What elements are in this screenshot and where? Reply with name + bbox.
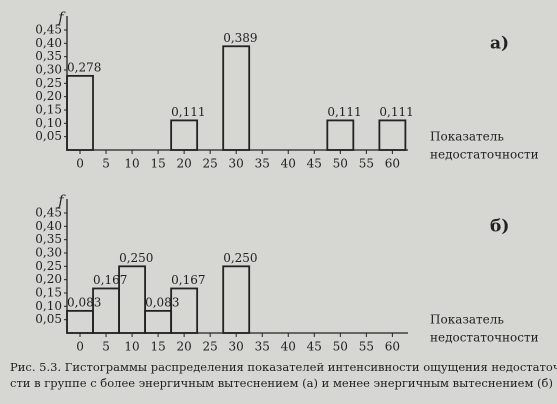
value-label: 0,111 [171,105,205,119]
y-tick-label: 0,05 [35,312,62,326]
x-tick-label: 60 [385,340,400,354]
bar [326,119,355,151]
y-tick-label: 0,25 [35,76,62,90]
x-tick-label: 45 [307,340,322,354]
bar [170,119,199,151]
x-tick-label: 30 [229,157,244,171]
y-tick-label: 0,35 [35,232,62,246]
value-label: 0,389 [223,31,257,45]
y-tick-label: 0,40 [35,36,62,50]
bar [66,74,94,151]
x-tick-label: 0 [76,340,84,354]
x-axis-label: недостаточности [430,331,539,345]
x-tick-label: 45 [307,157,322,171]
value-label: 0,167 [171,273,205,287]
bar [222,265,251,334]
x-tick-label: 30 [229,340,244,354]
x-axis-label: Показатель [430,313,504,327]
value-label: 0,083 [67,295,101,309]
x-tick-label: 15 [150,340,165,354]
panel-label: б) [490,217,509,237]
caption-line: сти в группе с более энергичным вытеснен… [10,376,553,390]
x-axis-label: недостаточности [430,148,539,162]
y-tick-label: 0,15 [35,103,62,117]
y-tick-label: 0,45 [35,23,62,37]
y-tick-label: 0,10 [35,299,62,313]
x-tick-label: 10 [124,340,139,354]
bar [170,287,199,334]
bar [222,45,251,151]
x-tick-label: 55 [359,340,374,354]
y-tick-label: 0,25 [35,259,62,273]
value-label: 0,083 [145,295,179,309]
y-tick-label: 0,30 [35,63,62,77]
value-label: 0,250 [223,251,257,265]
y-axis-label: f [57,10,66,26]
bar [378,119,407,151]
y-tick-label: 0,20 [35,89,62,103]
bar [66,309,94,334]
value-label: 0,111 [327,105,361,119]
caption-line: Рис. 5.3. Гистограммы распределения пока… [10,360,557,374]
x-tick-label: 35 [255,157,270,171]
x-tick-label: 35 [255,340,270,354]
x-tick-label: 55 [359,157,374,171]
x-tick-label: 60 [385,157,400,171]
value-label: 0,167 [93,273,127,287]
y-tick-label: 0,20 [35,272,62,286]
x-tick-label: 5 [102,340,110,354]
value-label: 0,111 [379,105,413,119]
x-tick-label: 40 [281,157,296,171]
x-tick-label: 25 [203,157,218,171]
x-tick-label: 0 [76,157,84,171]
bar [144,309,173,334]
y-tick-label: 0,45 [35,206,62,220]
x-tick-label: 5 [102,157,110,171]
y-axis-label: f [57,193,66,209]
x-axis-label: Показатель [430,130,504,144]
bar [118,265,146,334]
y-tick-label: 0,15 [35,286,62,300]
x-tick-label: 15 [150,157,165,171]
y-tick-label: 0,35 [35,49,62,63]
y-tick-label: 0,30 [35,246,62,260]
x-tick-label: 50 [333,340,348,354]
y-tick-label: 0,05 [35,129,62,143]
x-tick-label: 10 [124,157,139,171]
panel-label: а) [490,34,509,54]
x-tick-label: 50 [333,157,348,171]
value-label: 0,278 [67,60,101,74]
x-tick-label: 25 [203,340,218,354]
y-tick-label: 0,10 [35,116,62,130]
x-tick-label: 20 [176,340,191,354]
x-tick-label: 40 [281,340,296,354]
y-tick-label: 0,40 [35,219,62,233]
x-tick-label: 20 [176,157,191,171]
value-label: 0,250 [119,251,153,265]
